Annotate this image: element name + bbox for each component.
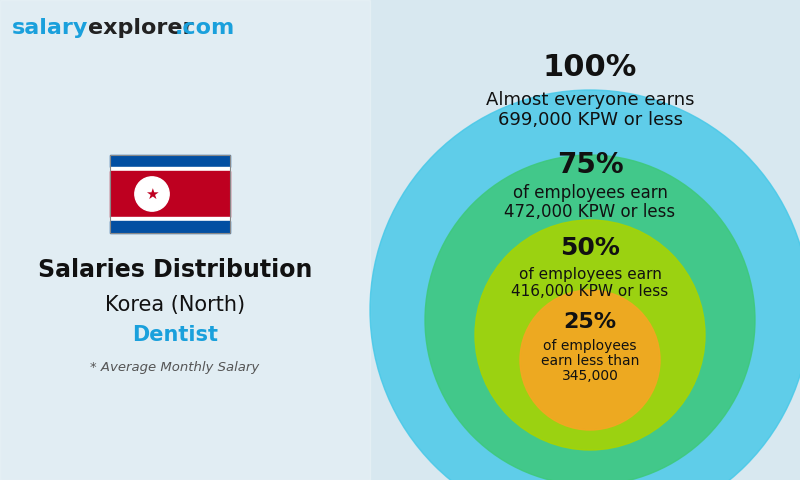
Text: of employees earn: of employees earn [513, 184, 667, 202]
Bar [110, 217, 230, 221]
Text: 50%: 50% [560, 236, 620, 260]
Bar [0, 0, 370, 480]
Circle shape [520, 290, 660, 430]
Bar [110, 155, 230, 233]
Text: salary: salary [12, 18, 88, 38]
Text: 699,000 KPW or less: 699,000 KPW or less [498, 111, 682, 129]
Bar [110, 155, 230, 167]
Bar [110, 221, 230, 233]
Text: Salaries Distribution: Salaries Distribution [38, 258, 312, 282]
Text: 345,000: 345,000 [562, 369, 618, 383]
Text: of employees: of employees [543, 339, 637, 353]
Text: * Average Monthly Salary: * Average Monthly Salary [90, 361, 260, 374]
Circle shape [135, 177, 169, 211]
Text: 416,000 KPW or less: 416,000 KPW or less [511, 285, 669, 300]
Text: earn less than: earn less than [541, 354, 639, 368]
Circle shape [475, 220, 705, 450]
Text: Almost everyone earns: Almost everyone earns [486, 91, 694, 109]
Text: 75%: 75% [557, 151, 623, 179]
Text: 100%: 100% [543, 53, 637, 83]
Text: .com: .com [175, 18, 235, 38]
Text: 25%: 25% [563, 312, 617, 332]
Text: Korea (North): Korea (North) [105, 295, 245, 315]
Bar [110, 170, 230, 217]
Text: explorer: explorer [88, 18, 194, 38]
Circle shape [425, 155, 755, 480]
Circle shape [370, 90, 800, 480]
Bar [110, 167, 230, 170]
Text: ★: ★ [145, 187, 159, 202]
Text: 472,000 KPW or less: 472,000 KPW or less [505, 203, 675, 221]
Text: Dentist: Dentist [132, 325, 218, 345]
Text: of employees earn: of employees earn [518, 266, 662, 281]
